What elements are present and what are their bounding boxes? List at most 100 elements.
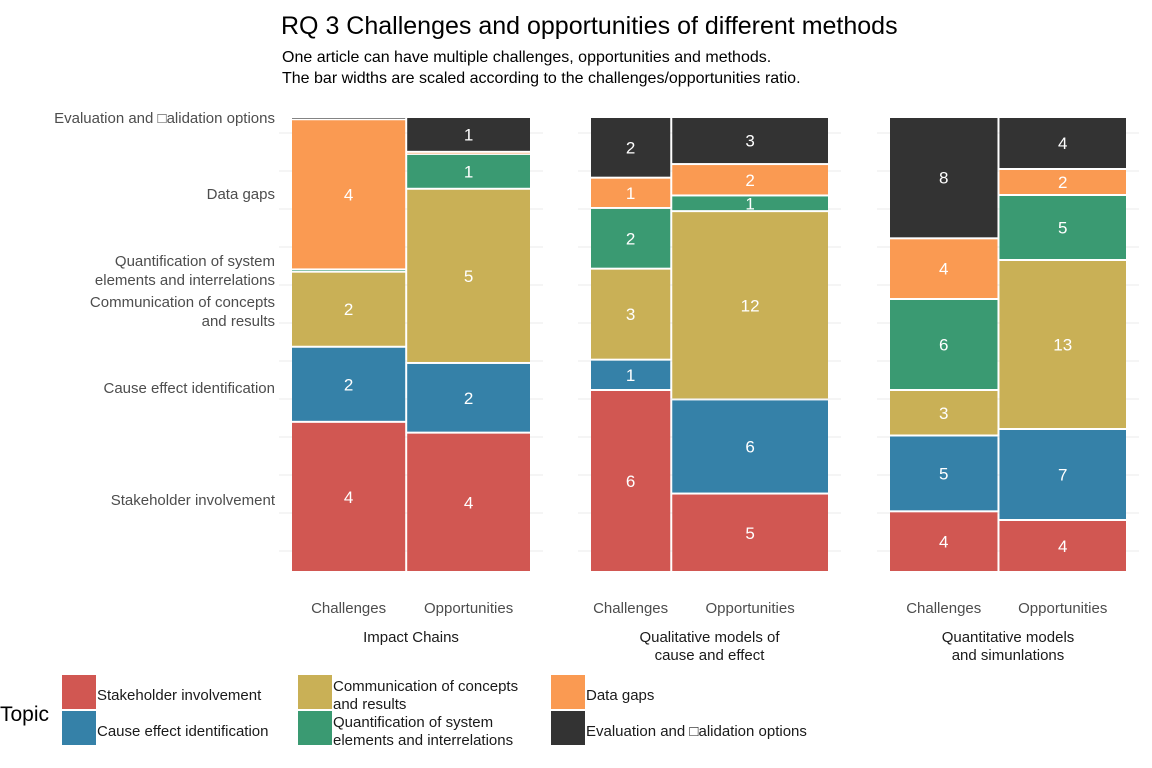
bar-segment-evaluation xyxy=(890,118,998,238)
y-tick-label: and results xyxy=(202,313,275,330)
bar-value-label: 4 xyxy=(464,493,473,512)
legend-swatch-datagaps xyxy=(551,675,585,709)
axes-layer: Challenges Opportunities Impact Chains Chal… xyxy=(54,110,1107,664)
bar-segment-cause xyxy=(591,360,671,389)
bar-value-label: 7 xyxy=(1058,466,1067,485)
bar-value-label: 2 xyxy=(344,375,353,394)
bar-segment-stakeholder xyxy=(591,391,671,571)
bar-segment-evaluation xyxy=(407,118,530,151)
legend-swatch-stakeholder xyxy=(62,675,96,709)
bar-segment-quantification xyxy=(292,270,406,272)
bar-value-label: 2 xyxy=(626,138,635,157)
bar-segment-evaluation xyxy=(672,118,828,164)
y-tick-label: Cause effect identification xyxy=(104,380,276,397)
bar-value-label: 2 xyxy=(626,229,635,248)
chart-subtitle-line-2: The bar widths are scaled according to t… xyxy=(282,70,801,87)
bar-value-label: 2 xyxy=(464,389,473,408)
bar-value-label: 4 xyxy=(939,533,948,552)
x-tick-label: Challenges xyxy=(311,600,386,617)
y-tick-label: Evaluation and □alidation options xyxy=(54,110,275,127)
bar-segment-cause xyxy=(890,436,998,511)
bar-value-label: 1 xyxy=(464,125,473,144)
bars-layer xyxy=(292,118,1126,571)
bar-value-label: 12 xyxy=(741,296,760,315)
x-tick-label: Challenges xyxy=(906,600,981,617)
bar-value-label: 2 xyxy=(745,171,754,190)
bar-value-label: 5 xyxy=(745,524,754,543)
bar-segment-datagaps xyxy=(999,170,1126,194)
bar-segment-evaluation xyxy=(591,118,671,177)
bar-segment-stakeholder xyxy=(890,512,998,571)
bar-segment-communication xyxy=(591,269,671,359)
y-tick-label: elements and interrelations xyxy=(95,272,275,289)
bar-value-label: 1 xyxy=(626,184,635,203)
legend-label-datagaps: Data gaps xyxy=(586,687,654,704)
chart-subtitle-line-1: One article can have multiple challenges… xyxy=(282,49,771,66)
bar-segment-stakeholder xyxy=(672,494,828,571)
legend-label-evaluation: Evaluation and □alidation options xyxy=(586,723,807,740)
bar-value-label: 5 xyxy=(1058,219,1067,238)
bar-segment-quantification xyxy=(999,196,1126,259)
bar-segment-stakeholder xyxy=(999,521,1126,571)
bar-value-label: 4 xyxy=(939,260,948,279)
bar-segment-cause xyxy=(672,400,828,493)
bar-segment-stakeholder xyxy=(407,433,530,571)
legend-title: Topic xyxy=(0,703,49,726)
y-tick-label: Quantification of system xyxy=(115,253,275,270)
bar-segment-quantification xyxy=(890,300,998,389)
x-tick-label: Challenges xyxy=(593,600,668,617)
legend-label-quantification: Quantification of system xyxy=(333,714,493,731)
legend-label-communication: Communication of concepts xyxy=(333,678,518,695)
facet-label: Impact Chains xyxy=(363,629,459,646)
facet-label: and simunlations xyxy=(952,647,1065,664)
bar-segment-evaluation xyxy=(292,118,406,119)
bar-value-label: 8 xyxy=(939,169,948,188)
facet-label: cause and effect xyxy=(655,647,766,664)
bar-segment-communication xyxy=(890,391,998,435)
bar-segment-stakeholder xyxy=(292,422,406,571)
bar-segment-quantification xyxy=(591,209,671,268)
bar-segment-datagaps xyxy=(591,178,671,207)
y-tick-label: Data gaps xyxy=(207,186,275,203)
bar-segment-evaluation xyxy=(999,118,1126,168)
bar-value-label: 4 xyxy=(1058,134,1067,153)
bar-value-label: 4 xyxy=(344,488,353,507)
legend-label-stakeholder: Stakeholder involvement xyxy=(97,687,262,704)
bar-value-label: 4 xyxy=(1058,537,1067,556)
facet-label: Quantitative models xyxy=(942,629,1075,646)
bar-value-label: 3 xyxy=(745,132,754,151)
bar-value-label: 6 xyxy=(939,336,948,355)
bar-value-label: 1 xyxy=(745,194,754,213)
legend-swatch-evaluation xyxy=(551,711,585,745)
legend-label-cause: Cause effect identification xyxy=(97,723,269,740)
bar-value-label: 6 xyxy=(626,472,635,491)
bar-value-label: 5 xyxy=(939,464,948,483)
bar-segment-cause xyxy=(999,430,1126,519)
y-tick-label: Communication of concepts xyxy=(90,294,275,311)
facet-label: Qualitative models of xyxy=(639,629,780,646)
bar-value-label: 1 xyxy=(464,162,473,181)
x-tick-label: Opportunities xyxy=(424,600,513,617)
bar-value-label: 3 xyxy=(939,404,948,423)
bar-segment-datagaps xyxy=(890,239,998,298)
bar-segment-communication xyxy=(999,261,1126,428)
chart-title: RQ 3 Challenges and opportunities of dif… xyxy=(281,12,898,40)
y-tick-label: Stakeholder involvement xyxy=(111,492,276,509)
bar-value-label: 1 xyxy=(626,366,635,385)
bar-segment-cause xyxy=(407,363,530,432)
bar-value-label: 5 xyxy=(464,267,473,286)
bar-segment-communication xyxy=(672,212,828,399)
bar-value-label: 4 xyxy=(344,185,353,204)
bar-segment-quantification xyxy=(672,196,828,211)
bar-value-label: 2 xyxy=(1058,173,1067,192)
legend: Topic Stakeholder involvement Cause effect… xyxy=(0,675,807,749)
legend-label-communication: and results xyxy=(333,696,406,713)
legend-swatch-quantification xyxy=(298,711,332,745)
bar-segment-datagaps xyxy=(292,120,406,269)
bar-value-label: 2 xyxy=(344,300,353,319)
bar-value-label: 13 xyxy=(1053,336,1072,355)
bar-value-label: 3 xyxy=(626,305,635,324)
bar-segment-datagaps xyxy=(672,165,828,195)
